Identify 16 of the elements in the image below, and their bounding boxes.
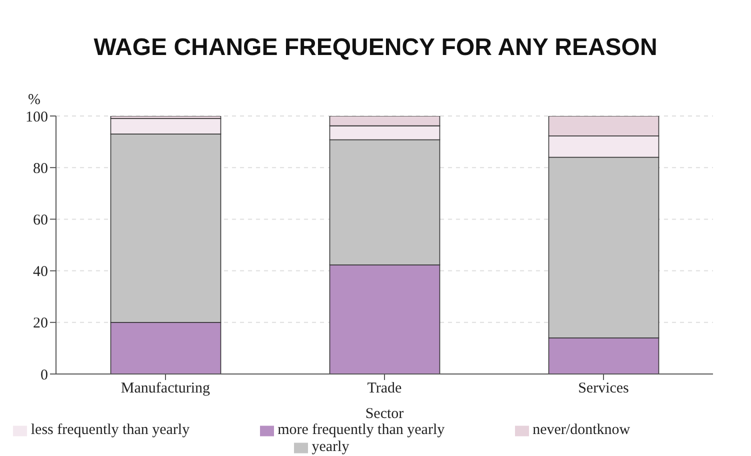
x-axis-title: Sector bbox=[365, 406, 404, 422]
y-tick-label: 60 bbox=[33, 212, 48, 229]
x-tick-label: Services bbox=[578, 380, 630, 397]
legend-label: more frequently than yearly bbox=[278, 422, 445, 438]
legend-label: less frequently than yearly bbox=[30, 422, 190, 438]
y-tick-label: 100 bbox=[26, 109, 48, 126]
y-tick-label: 40 bbox=[33, 264, 48, 280]
y-tick-label: 80 bbox=[33, 160, 48, 177]
y-tick-label: 0 bbox=[40, 367, 48, 384]
chart-title: WAGE CHANGE FREQUENCY FOR ANY REASON bbox=[92, 34, 658, 62]
x-tick-label: Trade bbox=[367, 380, 402, 397]
y-axis-title: % bbox=[28, 92, 40, 109]
legend-label: never/dontknow bbox=[532, 422, 630, 438]
y-tick-label: 20 bbox=[33, 316, 48, 332]
x-tick-label: Manufacturing bbox=[120, 380, 211, 397]
legend-label: yearly bbox=[312, 439, 350, 455]
